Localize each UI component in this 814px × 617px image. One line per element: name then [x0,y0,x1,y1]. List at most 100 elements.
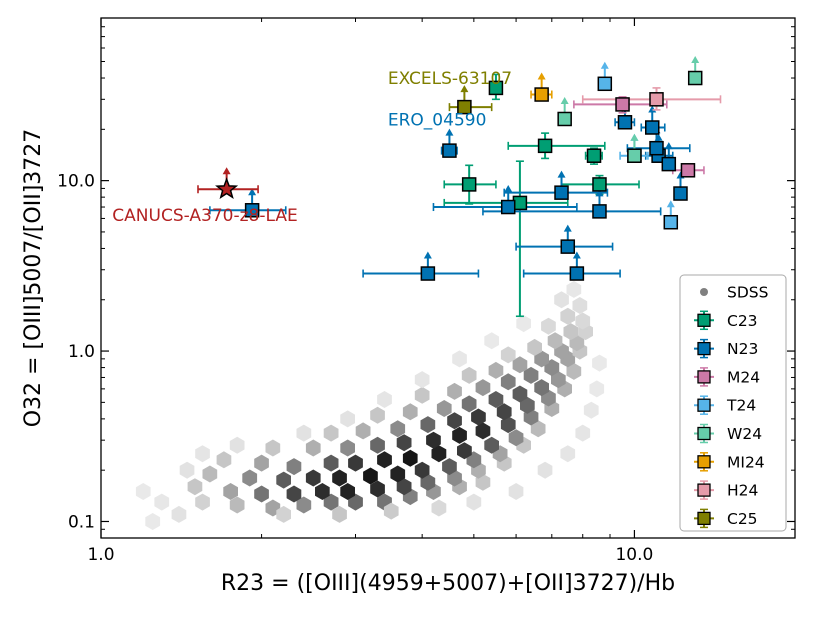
sdss-hexbin [512,356,528,374]
sdss-hexbin [414,371,430,389]
h24-marker [649,92,664,107]
legend-swatch-n23 [697,341,711,356]
mi24-limit-arrow [537,72,546,80]
sdss-hexbin [370,406,385,424]
sdss-hexbin [575,424,591,442]
sdss-hexbin [551,371,566,389]
sdss-hexbin [305,439,321,457]
sdss-hexbin [276,471,291,489]
t24-marker [597,76,613,92]
sdss-hexbin [527,338,542,356]
sdss-hexbin [420,416,436,434]
sdss-hexbin [436,400,452,417]
legend-swatch-h24 [697,483,711,497]
sdss-hexbin [420,473,436,491]
annotation-canucs-a370-z8-lae: CANUCS-A370-z8-LAE [112,206,297,226]
t24-limit-arrow [600,61,609,69]
c23-marker [537,138,553,154]
w24-limit-arrow [691,56,700,64]
sdss-hexbin [286,458,302,476]
sdss-hexbin [534,350,549,368]
sdss-hexbin [145,513,161,530]
n23-marker [592,204,607,219]
legend-swatch-w24 [697,426,711,441]
sdss-hexbin [484,332,499,350]
legend-label-c25: C25 [727,510,758,528]
c23-marker [461,177,477,192]
m24-marker [680,163,696,178]
sdss-hexbin [370,436,385,454]
w24-marker [557,111,572,127]
n23-limit-arrow [563,224,572,232]
sdss-hexbin [589,380,605,398]
sdss-hexbin [216,451,232,469]
sdss-hexbin [488,391,504,408]
sdss-hexbin [508,483,524,500]
y-tick-label: 1.0 [68,342,95,362]
sdss-hexbin [323,424,339,442]
sdss-density [135,280,607,530]
sdss-hexbin [431,499,447,517]
annotations: EXCELS-63107 ERO_04590 CANUCS-A370-z8-LAE [112,69,512,226]
c25-limit-arrow [460,85,469,93]
sdss-hexbin [377,391,392,408]
sdss-hexbin [229,496,245,514]
sdss-hexbin [554,291,569,309]
c23-marker [586,148,602,163]
sdss-hexbin [414,386,430,404]
n23-marker [617,115,633,130]
annotation-excels-63107: EXCELS-63107 [388,69,512,89]
sdss-hexbin [332,505,347,523]
legend-label-m24: M24 [727,368,760,386]
n23-marker [649,140,664,156]
legend-label-w24: W24 [727,425,762,443]
legend-swatch-sdss [700,288,708,296]
sdss-hexbin [560,445,576,463]
sdss-hexbin [457,442,472,460]
sdss-hexbin [547,332,563,350]
n23-limit-arrow [423,251,432,259]
sdss-hexbin [452,350,467,368]
sdss-hexbin [461,366,477,384]
legend-label-c23: C23 [727,312,758,330]
n23-marker [420,266,436,281]
legend-swatch-c25 [697,511,711,526]
sdss-hexbin [414,461,430,479]
sdss-hexbin [135,483,151,500]
sdss-hexbin [265,439,281,457]
legend-swatch-m24 [697,370,711,384]
canucs-a370-z8-lae-limit-arrow [222,167,231,175]
sdss-hexbin [475,379,491,397]
legend-swatch-t24 [697,398,711,412]
sdss-hexbin [242,469,258,487]
sdss-hexbin [223,483,238,500]
sdss-hexbin [154,493,170,511]
sdss-hexbin [296,424,312,442]
sdss-hexbin [348,493,363,511]
w24-limit-arrow [630,133,639,141]
sdss-hexbin [390,465,406,483]
sdss-hexbin [496,403,512,421]
mi24-marker [534,87,549,102]
sdss-hexbin [202,465,218,483]
data-markers [215,70,703,281]
sdss-hexbin [171,505,187,523]
sdss-hexbin [583,401,599,419]
sdss-hexbin [563,323,579,341]
sdss-hexbin [370,480,385,498]
n23-limit-arrow [504,185,513,193]
sdss-hexbin [383,502,399,520]
n23-limit-arrow [648,105,657,113]
sdss-hexbin [340,483,355,500]
sdss-hexbin [534,379,549,397]
sdss-hexbin [323,493,339,511]
sdss-hexbin [566,362,582,380]
sdss-hexbin [530,420,546,438]
sdss-hexbin [426,431,441,449]
sdss-hexbin [348,454,363,472]
sdss-hexbin [179,461,195,479]
n23-limit-arrow [595,189,604,197]
n23-limit-arrow [557,170,566,178]
